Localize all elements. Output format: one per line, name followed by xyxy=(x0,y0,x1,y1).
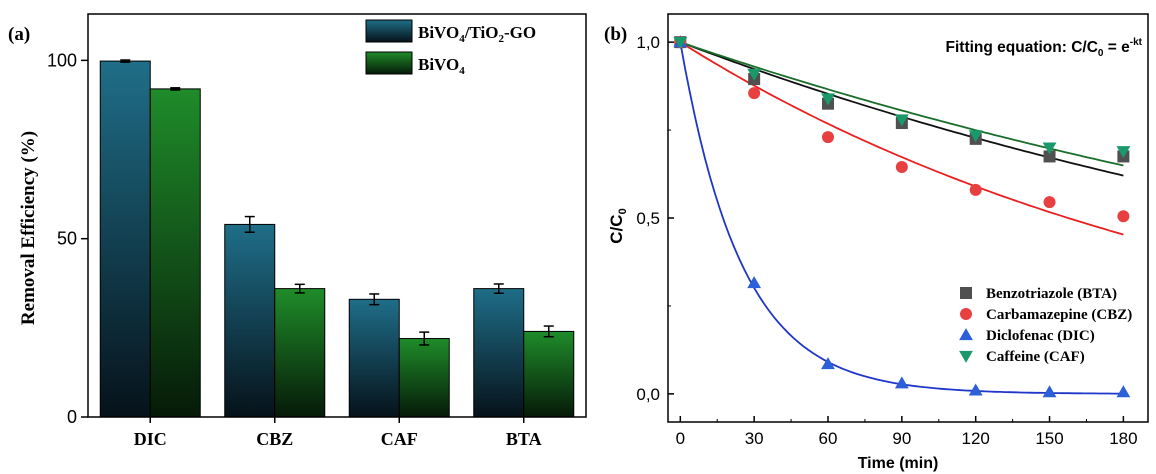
data-point-series-2 xyxy=(747,276,762,289)
panel-a-y-tick-label: 0 xyxy=(67,407,77,427)
error-bar-dic-series-1 xyxy=(170,87,181,91)
legend-label-series-0: Benzotriazole (BTA) xyxy=(986,286,1117,302)
panel-a-y-tick-label: 100 xyxy=(47,50,77,70)
error-bar-cbz-series-0 xyxy=(244,215,255,234)
data-point-series-3 xyxy=(894,114,909,127)
bar-cbz-series-1 xyxy=(274,288,326,418)
panel-a-label: (a) xyxy=(8,24,30,45)
panel-a-y-axis-label: Removal Efficiency (%) xyxy=(18,131,39,325)
data-point-series-1 xyxy=(969,183,982,196)
panel-a-x-tick-label: DIC xyxy=(134,429,167,449)
data-point-series-2 xyxy=(1042,385,1057,398)
legend-marker-series-1 xyxy=(960,308,972,320)
legend-label-series-3: Caffeine (CAF) xyxy=(986,349,1085,365)
legend-label-series-1: Carbamazepine (CBZ) xyxy=(986,307,1132,323)
legend-label-bivo4: BiVO4 xyxy=(418,55,465,77)
panel-b-x-tick-label: 150 xyxy=(1035,429,1063,448)
legend-swatch-bivo4-tio2-go xyxy=(365,19,413,43)
panel-b-x-tick-label: 0 xyxy=(676,429,685,448)
legend-label-bivo4-tio2-go: BiVO4/TiO2-GO xyxy=(418,23,536,45)
bar-bta-series-1 xyxy=(523,330,575,418)
fit-line-series-0 xyxy=(679,41,1124,177)
legend-marker-series-2 xyxy=(959,328,973,341)
error-bar-bta-series-0 xyxy=(493,283,504,294)
fit-line-series-1 xyxy=(679,41,1124,236)
error-bar-dic-series-0 xyxy=(120,59,131,63)
panel-a-x-tick-label: CBZ xyxy=(256,429,293,449)
error-bar-caf-series-0 xyxy=(369,293,380,306)
panel-b-y-tick-label: 1,0 xyxy=(636,33,660,52)
panel-a-frame xyxy=(87,13,587,418)
data-point-series-1 xyxy=(822,131,834,144)
panel-a-x-tick-label: CAF xyxy=(381,429,418,449)
legend-marker-series-0 xyxy=(960,287,972,299)
data-point-series-3 xyxy=(673,37,688,50)
bar-dic-series-1 xyxy=(149,88,201,418)
panel-b-y-tick-label: 0,5 xyxy=(636,209,660,228)
panel-b-x-axis-label: Time (min) xyxy=(858,455,939,472)
data-point-series-3 xyxy=(747,68,762,81)
panel-a-y-tick-label: 50 xyxy=(57,229,77,249)
error-bar-bta-series-1 xyxy=(543,325,554,338)
error-bar-caf-series-1 xyxy=(419,331,430,346)
panel-b-frame xyxy=(667,13,1149,423)
bar-dic-series-0 xyxy=(99,60,151,418)
data-point-series-1 xyxy=(1043,196,1056,209)
fit-line-series-3 xyxy=(680,41,1124,167)
data-point-series-1 xyxy=(895,161,908,173)
data-point-series-2 xyxy=(894,376,909,389)
legend-swatch-bivo4 xyxy=(365,51,413,75)
panel-a-legend: BiVO4/TiO2-GO BiVO4 xyxy=(365,19,536,77)
panel-b: (b) C/C0 Time (min) 0 30 60 90 120 150 180 0,0 0… xyxy=(604,13,1149,472)
panel-a: (a) Removal Efficiency (%) 0 50 100 DIC CBZ C… xyxy=(8,13,587,449)
panel-b-x-tick-label: 180 xyxy=(1109,429,1137,448)
panel-b-legend: Benzotriazole (BTA) Carbamazepine (CBZ) Di… xyxy=(959,286,1132,365)
data-point-series-0 xyxy=(1043,150,1056,163)
panel-b-x-tick-label: 60 xyxy=(819,429,838,448)
panel-b-x-tick-label: 90 xyxy=(892,429,911,448)
error-bar-cbz-series-1 xyxy=(294,283,305,294)
panel-b-label: (b) xyxy=(604,24,627,45)
data-point-series-1 xyxy=(1117,210,1130,223)
panel-b-x-tick-label: 120 xyxy=(962,429,990,448)
bar-caf-series-1 xyxy=(398,338,450,418)
panel-b-x-tick-label: 30 xyxy=(745,429,764,448)
panel-a-x-tick-label: BTA xyxy=(506,429,542,449)
data-point-series-3 xyxy=(968,130,983,143)
bar-caf-series-0 xyxy=(348,298,400,418)
data-point-series-2 xyxy=(1116,385,1131,398)
legend-marker-series-3 xyxy=(959,350,973,363)
data-point-series-3 xyxy=(1042,142,1057,155)
data-point-series-1 xyxy=(748,87,761,100)
legend-label-series-2: Diclofenac (DIC) xyxy=(986,328,1095,344)
data-point-series-3 xyxy=(1116,146,1131,159)
bar-bta-series-0 xyxy=(473,288,525,418)
fitting-equation-annotation: Fitting equation: C/C0 = e-kt xyxy=(946,37,1143,59)
bar-cbz-series-0 xyxy=(224,223,276,418)
panel-b-y-axis-label: C/C0 xyxy=(607,208,629,243)
data-point-series-2 xyxy=(968,383,983,396)
data-point-series-3 xyxy=(821,93,835,106)
panel-b-y-tick-label: 0,0 xyxy=(636,385,660,404)
data-point-series-2 xyxy=(821,357,835,370)
